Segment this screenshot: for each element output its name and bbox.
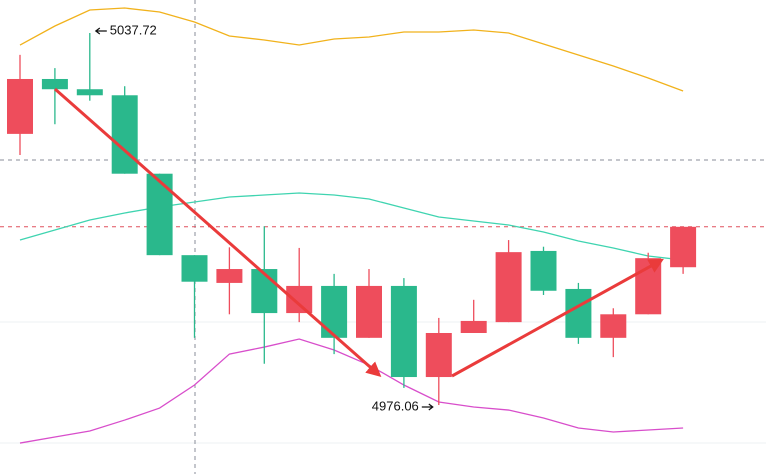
candle-body — [321, 285, 348, 338]
candle-body — [181, 255, 208, 282]
plot: 5037.72 4976.06 — [0, 7, 766, 444]
trend-arrows — [54, 87, 664, 378]
band-line — [19, 7, 684, 92]
candle-body — [530, 250, 557, 291]
candle-body — [7, 78, 33, 134]
candle-body — [670, 226, 697, 268]
high-label: 5037.72 — [110, 22, 157, 37]
candle-body — [76, 89, 103, 96]
band-line — [19, 338, 684, 444]
candle-body — [495, 252, 522, 323]
candle-body — [111, 95, 138, 174]
candle-body — [251, 269, 278, 314]
candle-body — [356, 285, 382, 338]
band-line — [19, 192, 684, 261]
candle-body — [390, 285, 417, 378]
low-label: 4976.06 — [372, 398, 419, 413]
candle-body — [565, 288, 592, 338]
candle-body — [41, 78, 68, 90]
candle-body — [460, 320, 487, 333]
arrow-icon — [94, 27, 107, 35]
candle-body — [146, 173, 173, 256]
candle-body — [425, 332, 452, 378]
candle-body — [216, 269, 243, 283]
candle-body — [600, 314, 627, 338]
trend-arrow — [451, 258, 664, 378]
candle-body — [286, 285, 313, 314]
trend-arrow — [54, 87, 382, 377]
arrow-icon — [421, 403, 434, 411]
